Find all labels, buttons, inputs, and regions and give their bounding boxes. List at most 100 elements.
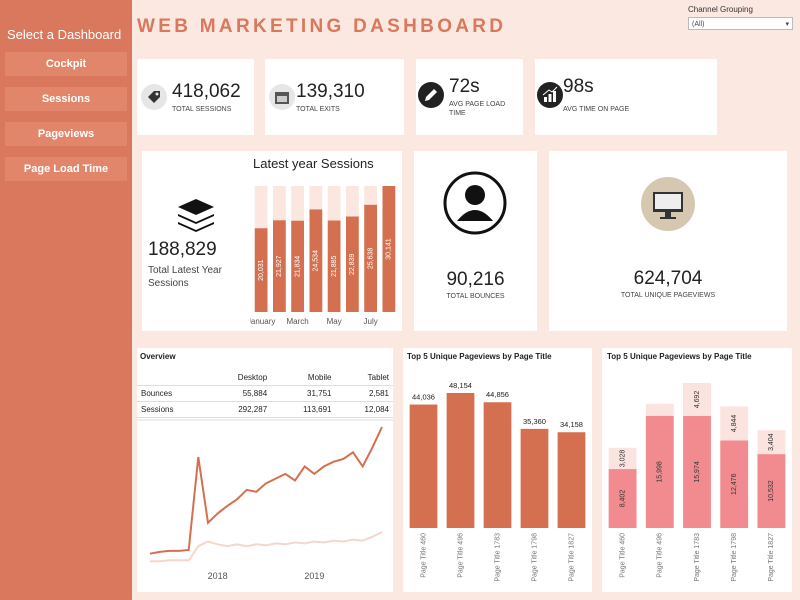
value-label: 4,692 [694,391,701,409]
nav-button[interactable]: Cockpit [5,52,127,76]
x-tick-label: Page Title 1798 [531,533,538,582]
row-label: Sessions [141,405,174,414]
bar [364,204,378,312]
value-label: 22,839 [349,253,356,275]
column-header: Tablet [367,373,389,382]
value-label: 30,141 [386,238,393,260]
value-label: 44,036 [412,393,435,402]
bar [520,428,549,528]
bar [254,228,268,312]
value-label: 12,476 [731,473,738,495]
x-tick-label: January [250,317,275,326]
value-label: 24,534 [313,250,320,272]
line-series [150,531,383,563]
x-tick-label: 2018 [208,571,228,581]
bar-segment [608,469,637,528]
value-label: 10,532 [768,480,775,502]
kpi-label: TOTAL SESSIONS [172,106,232,113]
dropdown-arrow: ▾ [785,21,789,28]
calendar-icon [269,84,295,110]
kpi-card: 98s AVG TIME ON PAGE [535,59,717,135]
x-tick-label: Page Title 1783 [694,533,701,582]
kpi-label: AVG PAGE LOAD TIME [449,101,506,117]
bar-segment [757,430,786,455]
bar [409,404,438,528]
top-pages-chart: 44,036 Page Title 460 48,154 Page Title 496… [409,381,586,582]
value-label: 35,360 [523,417,546,426]
value-label: 21,885 [331,255,338,277]
bar-segment [645,403,674,416]
column-header: Desktop [237,373,268,382]
bar [557,432,586,528]
bounces-value: 90,216 [446,269,505,290]
x-tick-label: March [287,317,309,326]
kpi-value: 418,062 [172,81,241,102]
bar [309,209,323,312]
x-tick-label: May [327,317,342,326]
pageviews-label: TOTAL UNIQUE PAGEVIEWS [620,292,716,299]
tag-icon [141,84,167,110]
filter-value: (All) [692,21,705,28]
table-row: Bounces 55,884 31,751 2,581 [137,385,393,402]
cell: 292,287 [238,405,268,414]
kpi-value: 72s [449,76,480,97]
cell: 2,581 [368,389,389,398]
value-label: 8,402 [619,490,626,508]
total-value: 188,829 [148,239,217,260]
value-label: 3,404 [768,433,775,451]
kpi-label: TOTAL EXITS [296,106,340,113]
cell: 12,084 [364,405,389,414]
monitor-icon [641,177,695,231]
bar [327,220,341,312]
x-tick-label: Page Title 460 [420,533,427,578]
filter-label: Channel Grouping [688,5,753,14]
bar [345,216,359,312]
nav-button[interactable]: Sessions [5,87,127,111]
table-header: Desktop Mobile Tablet [137,370,393,386]
latest-year-chart: 20,031 January 21,927 21,834 March 24,534 21,8… [250,186,396,326]
table-row: Sessions 292,287 113,691 12,084 [137,401,393,418]
bar-segment [683,415,711,528]
value-label: 21,927 [276,255,283,277]
kpi-card: 139,310 TOTAL EXITS [265,59,404,135]
value-label: 15,998 [657,461,664,483]
value-label: 21,834 [294,256,301,278]
x-tick-label: Page Title 460 [619,533,626,578]
value-label: 48,154 [449,381,472,390]
bounces-label: TOTAL BOUNCES [446,293,505,300]
value-label: 25,638 [367,248,374,270]
nav-button[interactable]: Page Load Time [5,157,127,181]
bar-segment [683,383,711,416]
kpi-card: 418,062 TOTAL SESSIONS [137,59,254,135]
bar [483,402,512,528]
chart-title: Top 5 Unique Pageviews by Page Title [407,352,552,361]
nav-button[interactable]: Pageviews [5,122,127,146]
value-label: 34,158 [560,420,583,429]
value-label: 15,974 [694,461,701,483]
value-label: 3,028 [619,450,626,468]
bar-segment [645,415,674,528]
kpi-value: 139,310 [296,81,365,102]
x-tick-label: Page Title 1783 [494,533,501,582]
overview-table: Desktop Mobile Tablet Bounces 55,884 31,… [137,370,393,418]
x-tick-label: Page Title 496 [457,533,464,578]
pencil-icon [418,82,444,108]
dashboard-title: WEB MARKETING DASHBOARD [137,16,507,37]
bar-segment [608,447,637,470]
person-icon [443,171,507,235]
cell: 113,691 [303,405,332,414]
bar-segment [757,454,786,528]
cell: 55,884 [242,389,268,398]
x-tick-label: Page Title 1798 [731,533,738,582]
value-label: 44,856 [486,390,509,399]
bar [446,393,475,528]
chart-title: Top 5 Unique Pageviews by Page Title [607,352,752,361]
chart-icon [537,82,563,108]
bar-segment [720,406,749,441]
kpi-value: 98s [563,76,594,97]
sidebar: Select a Dashboard Cockpit Sessions Page… [0,0,132,600]
x-tick-label: Page Title 496 [657,533,664,578]
layers-icon [178,199,214,232]
filter-dropdown[interactable]: (All) ▾ [688,17,793,30]
